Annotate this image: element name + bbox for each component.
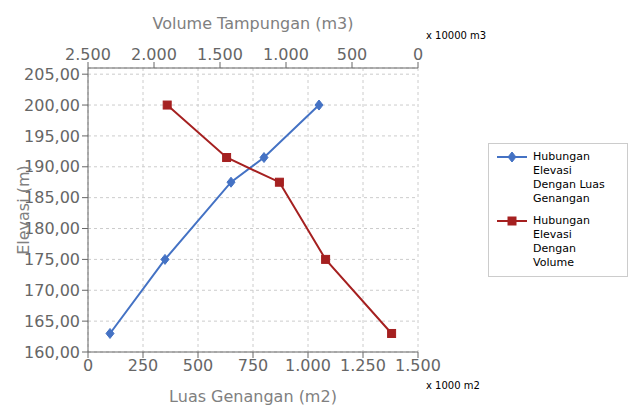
html-text:x 10000 m3: x 10000 m3 <box>426 30 487 41</box>
svg-text:185,00: 185,00 <box>24 188 80 208</box>
html-text:Hubungan Elevasi Dengan Volume: Hubungan Elevasi Dengan Volume <box>533 214 590 269</box>
svg-text:160,00: 160,00 <box>24 343 80 362</box>
svg-text:190,00: 190,00 <box>24 157 80 177</box>
svg-text:170,00: 170,00 <box>24 281 80 300</box>
svg-text:750: 750 <box>238 356 269 375</box>
html-text:Hubungan Elevasi Dengan Luas G: Hubungan Elevasi Dengan Luas Genangan <box>533 150 605 205</box>
svg-text:2.000: 2.000 <box>131 45 177 64</box>
svg-text:200,00: 200,00 <box>24 96 80 115</box>
svg-text:Luas Genangan (m2): Luas Genangan (m2) <box>169 387 337 406</box>
svg-text:500: 500 <box>337 45 368 64</box>
svg-text:0: 0 <box>413 45 423 64</box>
svg-text:500: 500 <box>183 356 214 375</box>
svg-text:Volume Tampungan (m3): Volume Tampungan (m3) <box>153 14 354 33</box>
svg-text:1.250: 1.250 <box>340 356 386 375</box>
svg-text:1.000: 1.000 <box>263 45 309 64</box>
svg-text:195,00: 195,00 <box>24 127 80 146</box>
svg-text:180,00: 180,00 <box>24 219 80 239</box>
svg-text:250: 250 <box>128 356 159 375</box>
svg-text:Elevasi (m): Elevasi (m) <box>14 165 33 255</box>
svg-text:1.500: 1.500 <box>197 45 243 64</box>
svg-text:2.500: 2.500 <box>65 45 111 64</box>
svg-text:165,00: 165,00 <box>24 312 80 331</box>
svg-text:1.500: 1.500 <box>395 356 441 375</box>
svg-text:1.000: 1.000 <box>285 356 331 375</box>
html-text:x 1000 m2: x 1000 m2 <box>426 380 480 391</box>
svg-text:175,00: 175,00 <box>24 250 80 270</box>
svg-text:205,00: 205,00 <box>24 65 80 84</box>
svg-text:0: 0 <box>83 356 93 375</box>
